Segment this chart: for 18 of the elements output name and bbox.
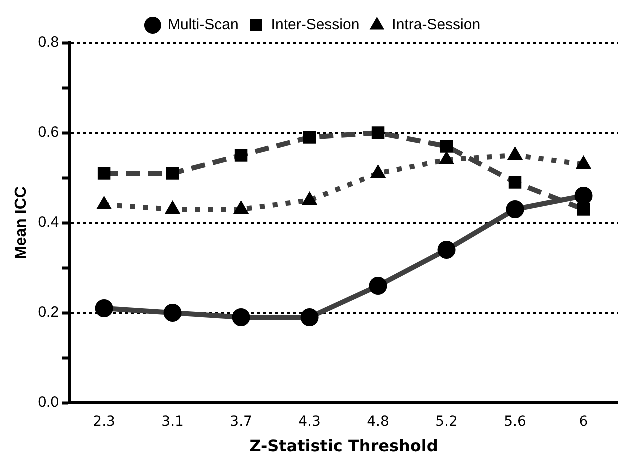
x-tick-label: 5.6 xyxy=(504,414,526,430)
x-tick-label: 6 xyxy=(579,414,588,430)
y-tick-label: 0.4 xyxy=(38,214,60,232)
x-tick-label: 4.8 xyxy=(367,414,390,430)
x-axis-title: Z-Statistic Threshold xyxy=(250,436,438,456)
legend-label: Multi-Scan xyxy=(168,16,239,34)
x-tick-label: 5.2 xyxy=(436,414,458,430)
x-tick-label: 3.1 xyxy=(162,414,184,430)
y-tick-label: 0.6 xyxy=(38,124,60,142)
x-tick-label: 4.3 xyxy=(298,414,321,430)
y-tick-label: 0.8 xyxy=(38,34,60,52)
x-tick-label: 2.3 xyxy=(93,414,116,430)
y-axis-title: Mean ICC xyxy=(13,186,30,260)
legend-label: Intra-Session xyxy=(392,16,481,34)
x-tick-label: 3.7 xyxy=(230,414,252,430)
y-tick-label: 0.0 xyxy=(38,394,60,412)
y-tick-label: 0.2 xyxy=(38,304,60,322)
legend-label: Inter-Session xyxy=(271,16,360,34)
